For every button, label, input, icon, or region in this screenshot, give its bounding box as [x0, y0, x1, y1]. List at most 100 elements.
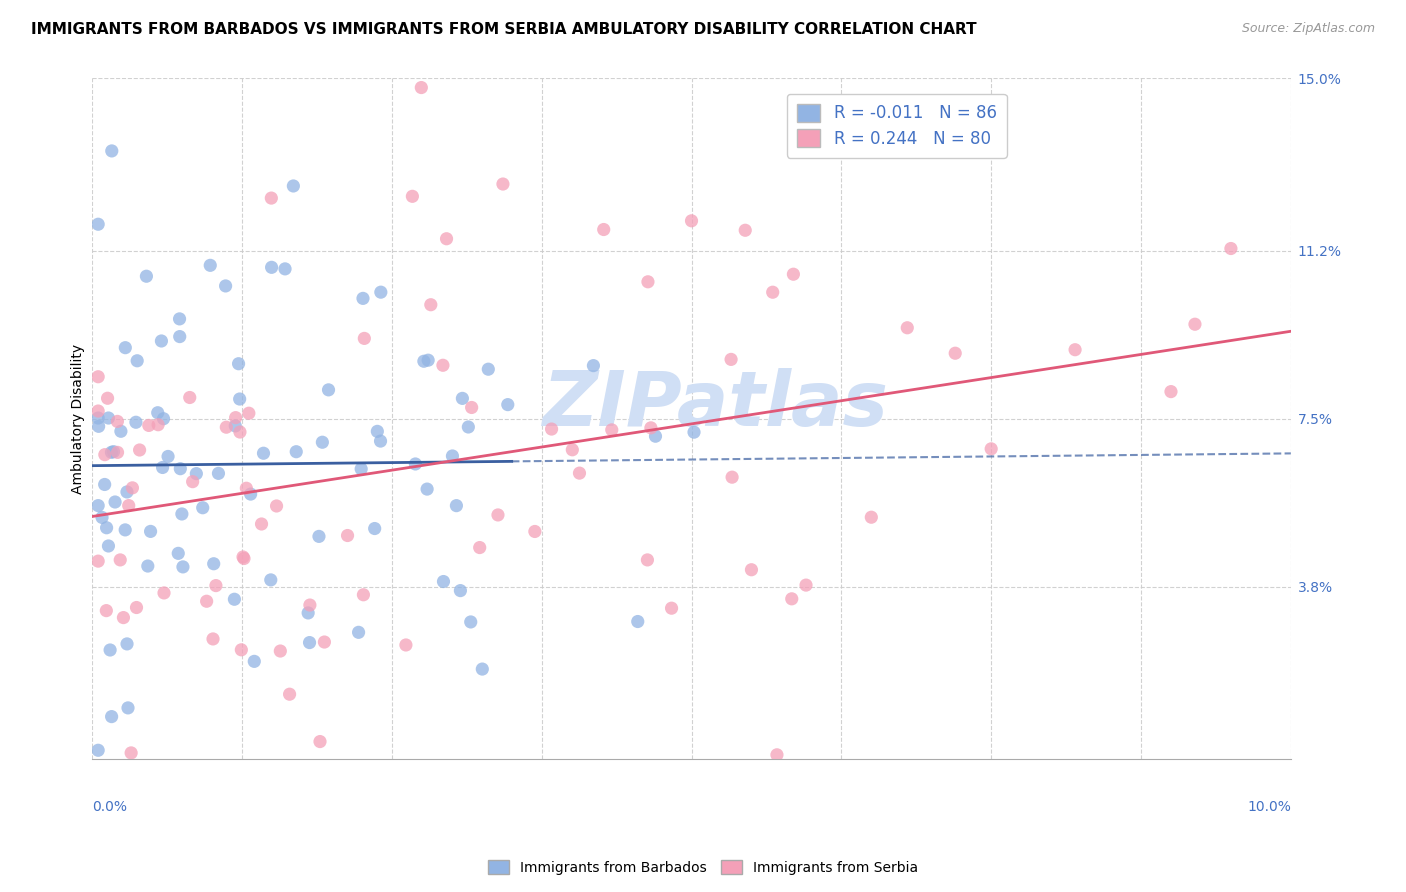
Point [110, 424, 132, 438]
Point [87, 499, 110, 513]
Point [636, 553, 658, 567]
Point [96, 604, 118, 618]
Point [114, 341, 136, 355]
Point [87, 411, 110, 425]
Point [496, 398, 519, 412]
Point [170, 507, 193, 521]
Point [278, 687, 301, 701]
Point [228, 392, 250, 406]
Point [139, 524, 162, 539]
Point [135, 269, 157, 284]
Point [347, 625, 370, 640]
Point [169, 311, 191, 326]
Point [202, 632, 225, 646]
Point [363, 522, 385, 536]
Point [309, 734, 332, 748]
Point [860, 510, 883, 524]
Point [205, 578, 228, 592]
Point [492, 177, 515, 191]
Point [283, 178, 305, 193]
Point [232, 549, 254, 564]
Point [395, 638, 418, 652]
Point [260, 260, 283, 275]
Point [250, 516, 273, 531]
Point [460, 401, 482, 415]
Point [125, 415, 148, 429]
Point [353, 331, 375, 345]
Point [401, 189, 423, 203]
Point [540, 422, 562, 436]
Point [107, 445, 129, 459]
Point [418, 353, 440, 368]
Point [681, 214, 703, 228]
Point [146, 417, 169, 432]
Point [114, 523, 136, 537]
Point [150, 334, 173, 348]
Point [561, 442, 583, 457]
Point [523, 524, 546, 539]
Point [100, 709, 122, 723]
Point [152, 411, 174, 425]
Point [195, 594, 218, 608]
Point [352, 292, 374, 306]
Point [311, 435, 333, 450]
Point [260, 573, 283, 587]
Point [336, 528, 359, 542]
Point [661, 601, 683, 615]
Point [215, 420, 238, 434]
Point [350, 462, 373, 476]
Point [1184, 317, 1206, 331]
Point [157, 450, 180, 464]
Point [449, 583, 471, 598]
Point [202, 557, 225, 571]
Point [87, 404, 110, 418]
Point [486, 508, 509, 522]
Point [172, 560, 194, 574]
Point [152, 460, 174, 475]
Point [239, 487, 262, 501]
Point [146, 406, 169, 420]
Point [471, 662, 494, 676]
Point [128, 442, 150, 457]
Point [600, 423, 623, 437]
Point [269, 644, 291, 658]
Point [87, 419, 110, 434]
Point [285, 444, 308, 458]
Text: ZIPatlas: ZIPatlas [543, 368, 889, 442]
Point [136, 559, 159, 574]
Point [366, 425, 388, 439]
Point [260, 191, 283, 205]
Point [112, 610, 135, 624]
Point [782, 267, 804, 281]
Point [94, 448, 117, 462]
Point [91, 510, 114, 524]
Point [107, 414, 129, 428]
Point [167, 546, 190, 560]
Point [780, 591, 803, 606]
Point [169, 461, 191, 475]
Point [794, 578, 817, 592]
Point [582, 359, 605, 373]
Point [308, 529, 330, 543]
Point [101, 144, 124, 158]
Point [207, 467, 229, 481]
Point [640, 421, 662, 435]
Point [762, 285, 785, 300]
Point [118, 499, 141, 513]
Point [720, 352, 742, 367]
Point [734, 223, 756, 237]
Point [644, 429, 666, 443]
Point [404, 457, 426, 471]
Point [200, 258, 222, 272]
Point [231, 642, 253, 657]
Point [441, 449, 464, 463]
Point [125, 600, 148, 615]
Point [314, 635, 336, 649]
Point [138, 418, 160, 433]
Point [298, 598, 321, 612]
Point [432, 359, 454, 373]
Point [233, 551, 256, 566]
Legend: R = -0.011   N = 86, R = 0.244   N = 80: R = -0.011 N = 86, R = 0.244 N = 80 [787, 94, 1007, 158]
Point [352, 588, 374, 602]
Point [97, 391, 120, 405]
